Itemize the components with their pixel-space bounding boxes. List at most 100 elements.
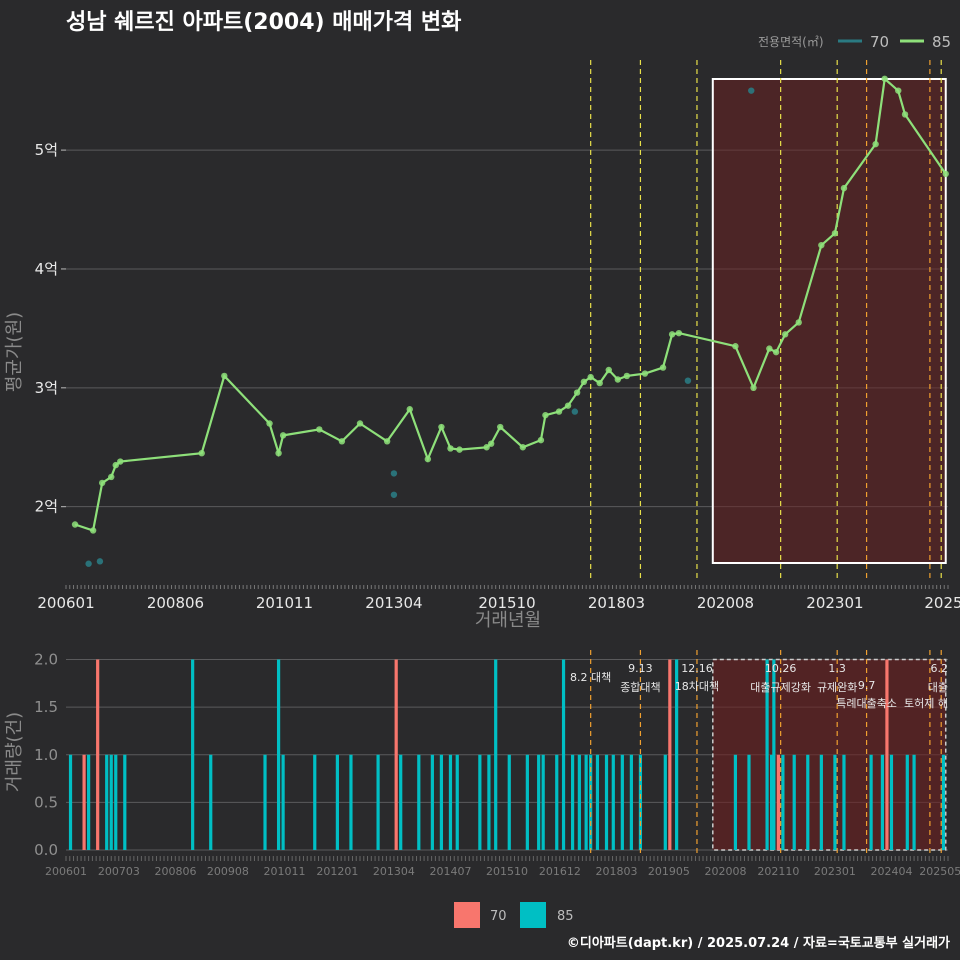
series-85-point bbox=[750, 384, 757, 392]
volume-x-tick-label: 200703 bbox=[98, 865, 140, 878]
series-85-point bbox=[356, 420, 364, 427]
volume-x-tick-label: 201304 bbox=[373, 865, 415, 878]
volume-bar-70 bbox=[668, 659, 672, 850]
y-tick-label: 4억 bbox=[35, 260, 58, 278]
series-85-point bbox=[772, 348, 780, 356]
policy-label-name: 18차대책 bbox=[675, 680, 719, 693]
volume-bar-70 bbox=[394, 659, 398, 850]
legend-b-70-swatch bbox=[454, 902, 480, 928]
series-85-point bbox=[117, 458, 124, 465]
policy-label-date: 1.3 bbox=[828, 662, 846, 675]
volume-bar-85 bbox=[842, 754, 846, 850]
x-tick-label: 201011 bbox=[256, 594, 313, 612]
series-85-point bbox=[641, 370, 649, 377]
series-85-point bbox=[406, 406, 413, 413]
volume-bar-85 bbox=[191, 659, 195, 850]
series-70-point bbox=[390, 491, 398, 498]
series-85-point bbox=[605, 366, 612, 374]
volume-bar-85 bbox=[263, 754, 267, 850]
volume-bar-85 bbox=[629, 754, 633, 850]
volume-bar-70 bbox=[82, 754, 86, 850]
volume-bar-85 bbox=[912, 754, 916, 850]
series-85-point bbox=[108, 473, 115, 481]
volume-bar-85 bbox=[541, 754, 545, 850]
volume-x-tick-label: 202110 bbox=[757, 865, 799, 878]
policy-label-name: 대출 bbox=[928, 681, 948, 694]
volume-bar-85 bbox=[109, 754, 113, 850]
policy-label-date: 6.2 bbox=[931, 662, 949, 675]
x-tick-label: 201510 bbox=[478, 594, 535, 612]
series-70-point bbox=[96, 558, 104, 565]
volume-bar-85 bbox=[880, 754, 885, 850]
series-85-point bbox=[623, 372, 631, 380]
policy-label-name: 8.2 대책 bbox=[570, 671, 611, 684]
volume-bar-85 bbox=[123, 754, 127, 850]
policy-label-date: 9.7 bbox=[858, 679, 876, 692]
x-tick-label: 201304 bbox=[365, 594, 422, 612]
legend-b-85-label: 85 bbox=[557, 909, 574, 924]
volume-bar-85 bbox=[733, 754, 738, 850]
chart-title: 성남 쉐르진 아파트(2004) 매매가격 변화 bbox=[66, 10, 461, 35]
legend-title: 전용면적(㎡) bbox=[758, 35, 824, 49]
volume-bar-85 bbox=[507, 754, 511, 850]
volume-bar-85 bbox=[941, 754, 946, 850]
volume-bar-85 bbox=[833, 754, 837, 850]
volume-y-tick-label: 1.5 bbox=[34, 698, 58, 716]
volume-bar-85 bbox=[281, 754, 285, 850]
volume-x-tick-label: 201510 bbox=[486, 865, 528, 878]
volume-bar-85 bbox=[663, 754, 667, 850]
series-85-point bbox=[881, 75, 888, 82]
series-85-point bbox=[266, 420, 273, 427]
series-85-point bbox=[580, 378, 588, 386]
volume-bar-85 bbox=[611, 754, 615, 850]
volume-bar-85 bbox=[399, 754, 403, 850]
volume-bar-85 bbox=[555, 754, 559, 850]
volume-bar-85 bbox=[638, 754, 643, 850]
series-85-point bbox=[542, 411, 549, 419]
series-85-point bbox=[221, 372, 228, 380]
series-85-point bbox=[668, 331, 676, 338]
series-85-point bbox=[818, 241, 825, 249]
volume-bar-85 bbox=[577, 754, 581, 850]
series-85-point bbox=[71, 521, 79, 528]
y-tick-label: 5억 bbox=[35, 141, 58, 159]
volume-panel: 0.0 0.5 1.0 1.5 2.0 8.2 대책 9.13 종합대책 12.16 18차대책 1… bbox=[34, 650, 960, 878]
volume-bar-70 bbox=[96, 659, 100, 850]
series-85-point bbox=[338, 438, 346, 445]
volume-bar-85 bbox=[448, 754, 453, 850]
y-axis-title: 평균가(원) bbox=[4, 312, 25, 392]
volume-bar-85 bbox=[455, 754, 459, 850]
legend-b-70-label: 70 bbox=[490, 909, 507, 924]
policy-label-name: 특례대출축소 bbox=[836, 697, 897, 710]
volume-bar-85 bbox=[905, 754, 909, 850]
series-85-point bbox=[659, 364, 667, 371]
series-85-point bbox=[831, 230, 839, 237]
series-85-point bbox=[675, 329, 683, 337]
legend-b-85-swatch bbox=[520, 902, 546, 928]
volume-bar-85 bbox=[335, 754, 339, 850]
volume-bar-85 bbox=[105, 754, 109, 850]
volume-x-tick-label: 201905 bbox=[648, 865, 690, 878]
x-tick-label: 202008 bbox=[697, 594, 754, 612]
series-70-point bbox=[748, 87, 755, 94]
series-85-point bbox=[98, 479, 106, 487]
series-85-point bbox=[942, 170, 949, 178]
volume-bar-85 bbox=[376, 754, 380, 850]
legend-70-label: 70 bbox=[870, 33, 889, 51]
volume-bar-85 bbox=[770, 754, 774, 850]
policy-label-date: 12.16 bbox=[681, 662, 713, 675]
series-85-point bbox=[447, 445, 454, 452]
series-85-point bbox=[766, 345, 773, 352]
volume-bar-85 bbox=[889, 754, 894, 850]
volume-bar-85 bbox=[747, 754, 751, 850]
series-85-point bbox=[895, 87, 902, 94]
volume-bar-85 bbox=[313, 754, 317, 850]
y-tick-label: 2억 bbox=[35, 498, 58, 516]
series-85-point bbox=[497, 423, 504, 431]
policy-label-name: 대출규제강화 bbox=[750, 681, 811, 694]
series-85-point bbox=[383, 438, 391, 445]
volume-bar-85 bbox=[430, 754, 434, 850]
x-tick-label: 201803 bbox=[588, 594, 645, 612]
volume-bar-85 bbox=[806, 754, 810, 850]
